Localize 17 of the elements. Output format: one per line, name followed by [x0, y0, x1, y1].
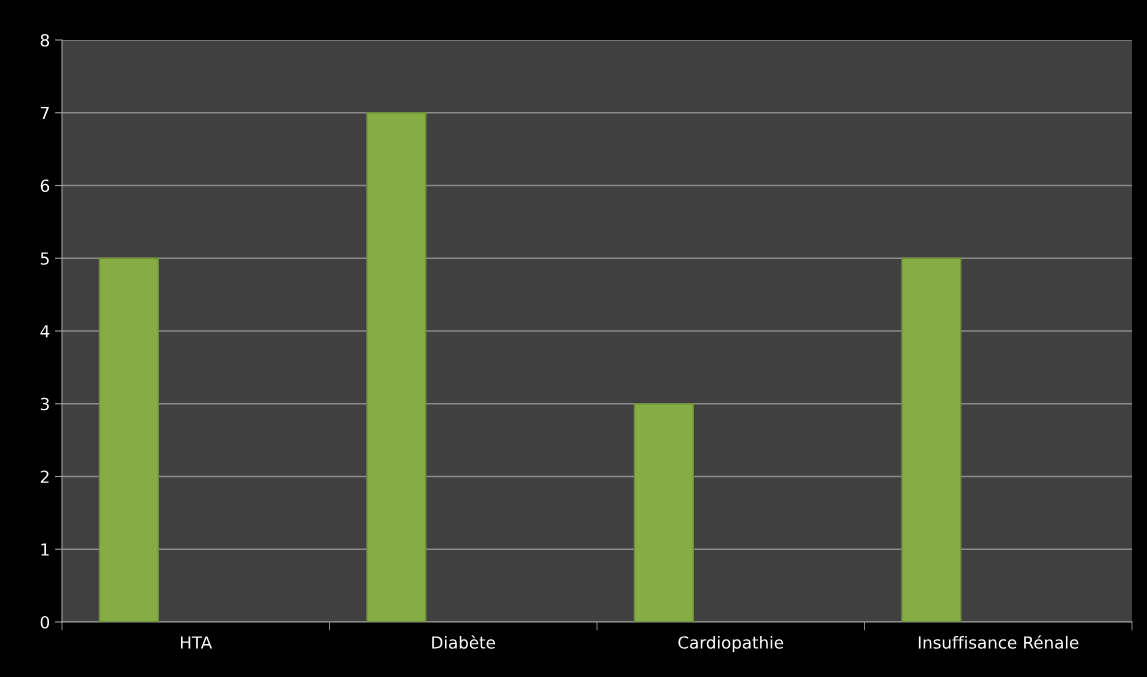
y-tick-label: 1 — [41, 543, 49, 556]
y-tick-label: 0 — [40, 615, 50, 629]
x-tick-label: Insuffisance Rénale — [918, 635, 1079, 649]
y-tick-label: 7 — [40, 106, 49, 120]
y-tick-label: 6 — [40, 179, 50, 193]
y-tick-label: 8 — [40, 33, 50, 47]
y-tick-label: 5 — [40, 252, 49, 265]
bar — [366, 112, 427, 622]
bar — [901, 257, 962, 622]
x-tick-label: HTA — [180, 636, 213, 649]
y-tick-label: 4 — [40, 325, 50, 338]
y-tick-label: 2 — [40, 470, 49, 483]
x-tick-label: Cardiopathie — [678, 635, 784, 653]
bar — [633, 403, 694, 622]
y-tick-label: 3 — [40, 397, 49, 411]
x-tick-label: Diabète — [432, 635, 496, 649]
bar — [98, 257, 159, 622]
